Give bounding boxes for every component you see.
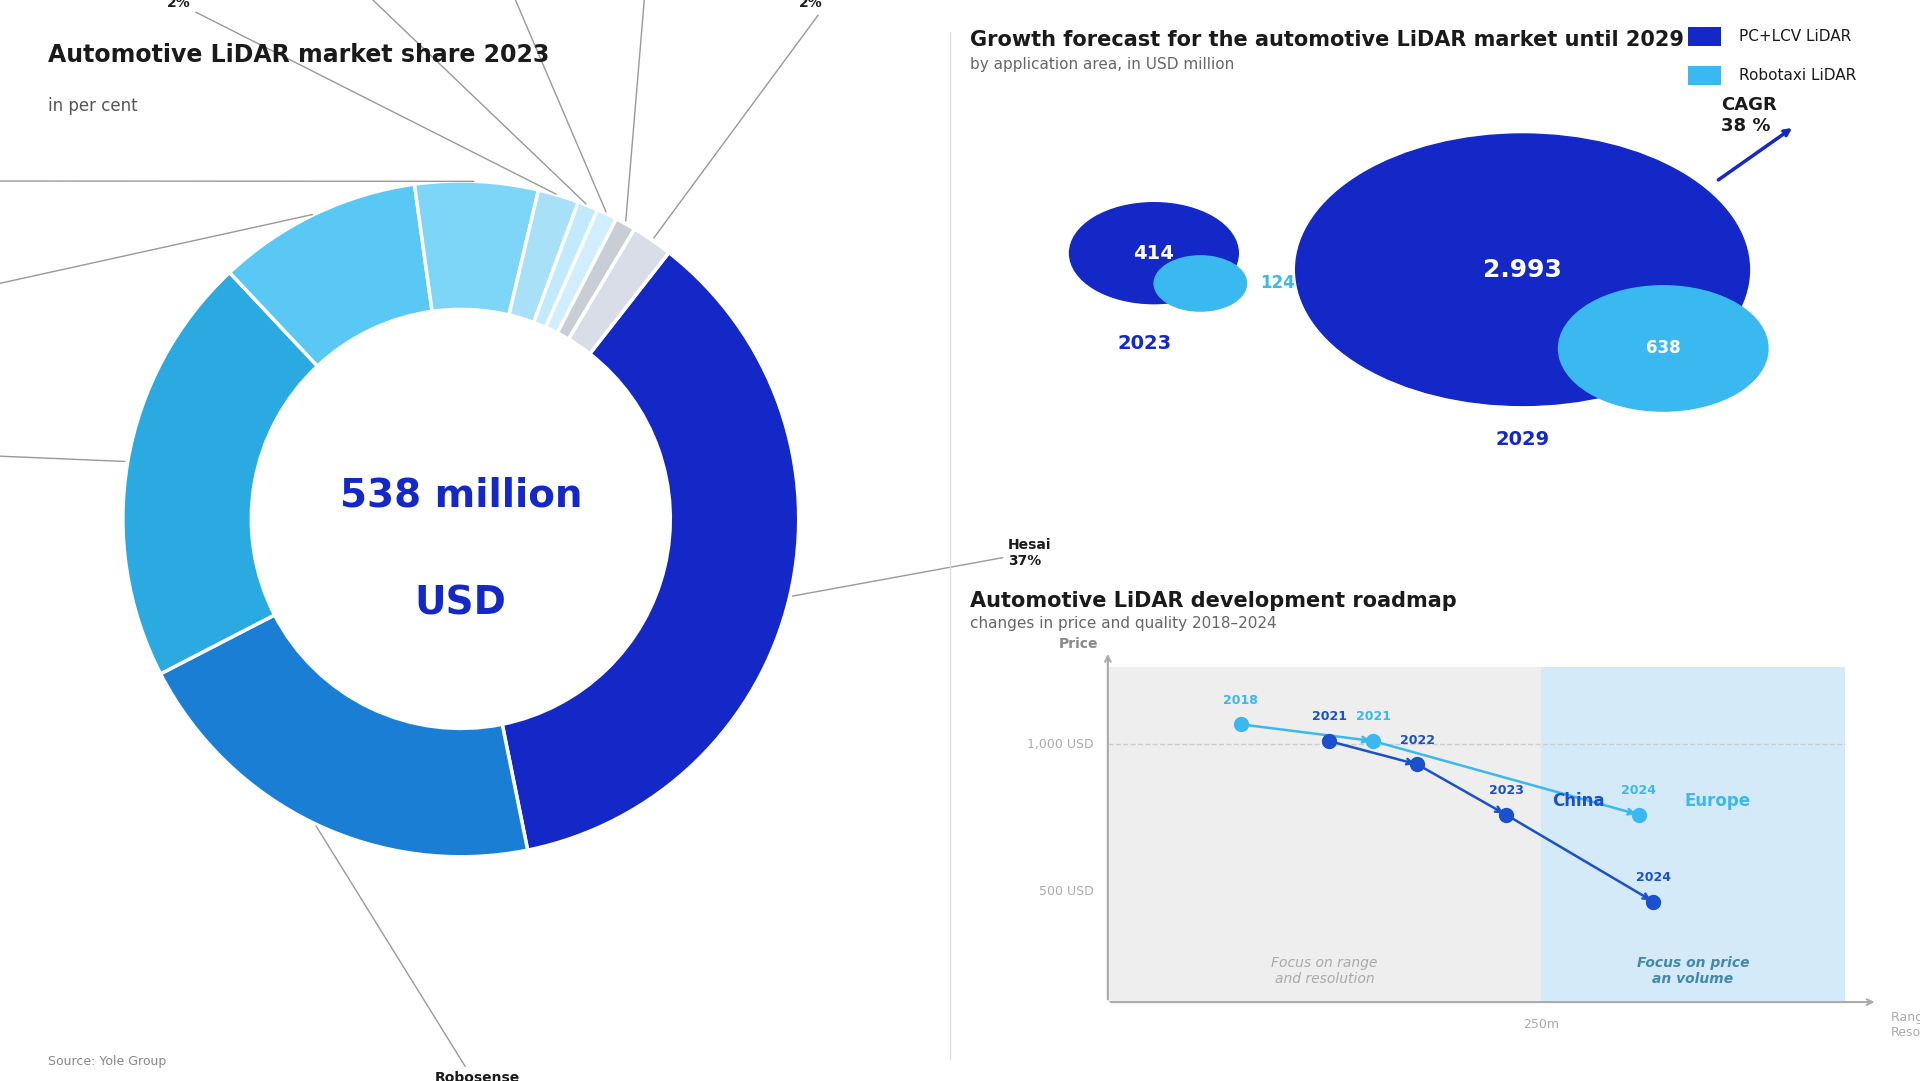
Text: Price: Price <box>1060 637 1098 651</box>
Text: 124: 124 <box>1260 275 1296 293</box>
Wedge shape <box>230 184 432 366</box>
Text: in per cent: in per cent <box>48 97 138 116</box>
Wedge shape <box>161 615 528 857</box>
Text: 250m: 250m <box>1523 1018 1559 1031</box>
Text: Growth forecast for the automotive LiDAR market until 2029: Growth forecast for the automotive LiDAR… <box>970 30 1684 50</box>
Text: 2024: 2024 <box>1636 871 1670 884</box>
Text: Source: Yole Group: Source: Yole Group <box>48 1055 167 1068</box>
Text: 538 million: 538 million <box>340 477 582 515</box>
Circle shape <box>1559 285 1768 411</box>
Text: China: China <box>1551 791 1605 810</box>
Text: changes in price and quality 2018–2024: changes in price and quality 2018–2024 <box>970 616 1277 631</box>
Text: Range and
Resolution: Range and Resolution <box>1891 1012 1920 1040</box>
Text: Luminar
1%: Luminar 1% <box>614 0 678 222</box>
Text: Livox
1%: Livox 1% <box>311 0 586 204</box>
Wedge shape <box>415 181 538 315</box>
Text: CAGR
38 %: CAGR 38 % <box>1720 96 1776 135</box>
Text: USD: USD <box>415 585 507 623</box>
Text: Automotive LiDAR market share 2023: Automotive LiDAR market share 2023 <box>48 43 549 67</box>
Text: Waymo
2%: Waymo 2% <box>134 0 557 195</box>
Text: Sonstige
2%: Sonstige 2% <box>653 0 868 238</box>
Text: by application area, in USD million: by application area, in USD million <box>970 57 1235 72</box>
Text: Robotaxi LiDAR: Robotaxi LiDAR <box>1740 68 1857 82</box>
Text: Focus on price
an volume: Focus on price an volume <box>1638 956 1749 986</box>
Circle shape <box>1296 134 1749 405</box>
Text: 2.993: 2.993 <box>1482 257 1563 282</box>
FancyBboxPatch shape <box>1688 66 1720 85</box>
Text: 2023: 2023 <box>1488 784 1523 797</box>
Text: 638: 638 <box>1645 339 1680 358</box>
Text: 1,000 USD: 1,000 USD <box>1027 738 1094 751</box>
Text: 2024: 2024 <box>1620 784 1657 797</box>
Wedge shape <box>557 218 634 339</box>
Text: 2023: 2023 <box>1117 334 1171 353</box>
Text: PC+LCV LiDAR: PC+LCV LiDAR <box>1740 29 1851 44</box>
Text: 2022: 2022 <box>1400 734 1434 747</box>
FancyBboxPatch shape <box>1542 667 1845 1002</box>
FancyBboxPatch shape <box>1108 667 1542 1002</box>
Wedge shape <box>534 202 597 328</box>
Text: Automotive LiDAR development roadmap: Automotive LiDAR development roadmap <box>970 590 1457 611</box>
Text: Focus on range
and resolution: Focus on range and resolution <box>1271 956 1379 986</box>
Circle shape <box>1154 256 1246 311</box>
Text: Robosense
21%: Robosense 21% <box>317 826 520 1081</box>
Wedge shape <box>568 229 668 353</box>
Text: 500 USD: 500 USD <box>1039 885 1094 898</box>
Text: 2021: 2021 <box>1311 710 1346 723</box>
Text: 414: 414 <box>1133 243 1175 263</box>
Text: Ouster
1%: Ouster 1% <box>468 0 607 212</box>
Text: 2021: 2021 <box>1356 710 1390 723</box>
Wedge shape <box>503 253 799 850</box>
Text: Seyond
21%: Seyond 21% <box>0 437 125 466</box>
Text: 2029: 2029 <box>1496 430 1549 450</box>
Text: Huawei
6%: Huawei 6% <box>0 165 474 196</box>
Text: 2018: 2018 <box>1223 694 1258 707</box>
Wedge shape <box>545 210 616 333</box>
Text: Europe: Europe <box>1684 791 1751 810</box>
Circle shape <box>1069 203 1238 304</box>
Wedge shape <box>123 272 317 673</box>
FancyBboxPatch shape <box>1688 27 1720 46</box>
Text: Valeo
10%: Valeo 10% <box>0 214 313 324</box>
Wedge shape <box>509 190 578 322</box>
Text: Hesai
37%: Hesai 37% <box>793 537 1052 596</box>
